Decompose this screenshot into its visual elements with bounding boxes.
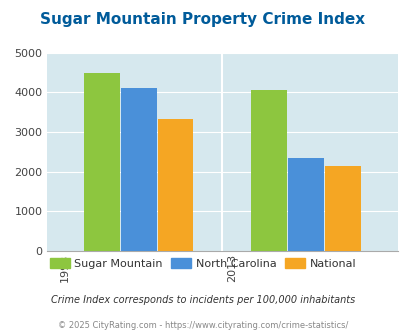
Text: Crime Index corresponds to incidents per 100,000 inhabitants: Crime Index corresponds to incidents per… [51,295,354,305]
Bar [288,158,323,251]
Text: © 2025 CityRating.com - https://www.cityrating.com/crime-statistics/: © 2025 CityRating.com - https://www.city… [58,321,347,330]
Bar [157,118,193,251]
Text: Sugar Mountain Property Crime Index: Sugar Mountain Property Crime Index [40,12,364,26]
Legend: Sugar Mountain, North Carolina, National: Sugar Mountain, North Carolina, National [45,254,360,273]
Bar [121,88,156,251]
Bar [324,166,360,251]
Bar [251,90,286,251]
Bar [84,73,119,251]
